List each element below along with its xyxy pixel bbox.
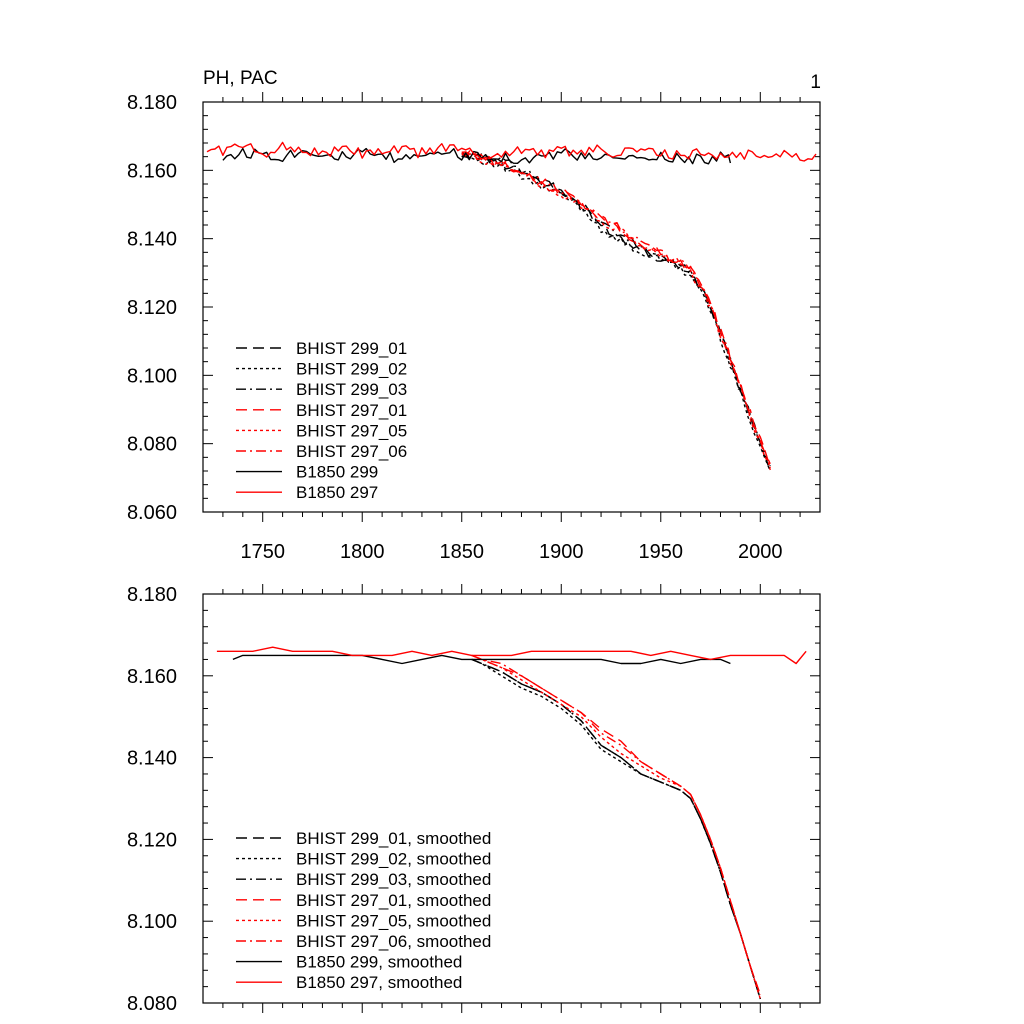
bottom-series-line-1 — [471, 658, 761, 1000]
panel-number: 1 — [810, 72, 821, 93]
top-legend-label: B1850 299 — [296, 463, 378, 482]
bottom-legend-label: BHIST 299_01, smoothed — [296, 829, 491, 848]
top-legend-label: BHIST 297_01 — [296, 401, 407, 420]
bottom-y-tick-label: 8.160 — [127, 666, 177, 688]
top-x-tick-label: 1850 — [439, 541, 484, 563]
bottom-legend-label: BHIST 297_05, smoothed — [296, 911, 491, 930]
bottom-y-tick-label: 8.140 — [127, 748, 177, 770]
bottom-legend-label: BHIST 299_03, smoothed — [296, 870, 491, 889]
top-legend-label: BHIST 299_01 — [296, 339, 407, 358]
top-y-tick-label: 8.080 — [127, 434, 177, 456]
bottom-series-line-5 — [471, 654, 761, 996]
plot-title: PH, PAC — [203, 68, 278, 89]
top-x-tick-label: 2000 — [738, 541, 783, 563]
top-x-tick-label: 1900 — [539, 541, 584, 563]
top-legend-label: BHIST 297_06 — [296, 442, 407, 461]
bottom-series-line-0 — [471, 658, 761, 1000]
top-y-tick-label: 8.120 — [127, 297, 177, 319]
top-legend-label: BHIST 297_05 — [296, 421, 407, 440]
bottom-y-tick-label: 8.180 — [127, 584, 177, 606]
top-series-line-5 — [461, 151, 771, 465]
bottom-legend-label: BHIST 299_02, smoothed — [296, 850, 491, 869]
top-x-tick-label: 1750 — [240, 541, 285, 563]
bottom-series-group — [216, 646, 807, 1000]
bottom-legend-label: BHIST 297_01, smoothed — [296, 891, 491, 910]
bottom-y-tick-label: 8.100 — [127, 911, 177, 933]
bottom-y-tick-label: 8.080 — [127, 993, 177, 1015]
bottom-y-tick-label: 8.120 — [127, 829, 177, 851]
top-series-group — [206, 141, 817, 471]
top-panel: 8.060 8.080 8.100 8.120 8.140 8.160 8.180 1750 1… — [127, 92, 821, 563]
top-y-tick-label: 8.060 — [127, 502, 177, 524]
bottom-legend-label: B1850 299, smoothed — [296, 953, 462, 972]
top-y-tick-label: 8.160 — [127, 160, 177, 182]
bottom-series-line-7 — [216, 646, 807, 665]
bottom-series-line-6 — [232, 654, 731, 665]
bottom-plot-frame — [202, 593, 821, 1004]
top-legend-label: BHIST 299_02 — [296, 360, 407, 379]
top-y-tick-label: 8.180 — [127, 92, 177, 114]
bottom-legend-label: BHIST 297_06, smoothed — [296, 932, 491, 951]
top-series-line-6 — [222, 147, 732, 165]
top-legend-label: BHIST 299_03 — [296, 380, 407, 399]
bottom-legend-label: B1850 297, smoothed — [296, 973, 462, 992]
top-x-tick-label: 1800 — [340, 541, 385, 563]
top-x-tick-label: 1950 — [639, 541, 684, 563]
top-y-tick-label: 8.140 — [127, 229, 177, 251]
top-y-tick-label: 8.100 — [127, 365, 177, 387]
bottom-panel: 8.080 8.100 8.120 8.140 8.160 8.180 BHIST 299_… — [127, 584, 821, 1015]
top-series-line-7 — [206, 141, 817, 162]
top-legend-label: B1850 297 — [296, 483, 378, 502]
